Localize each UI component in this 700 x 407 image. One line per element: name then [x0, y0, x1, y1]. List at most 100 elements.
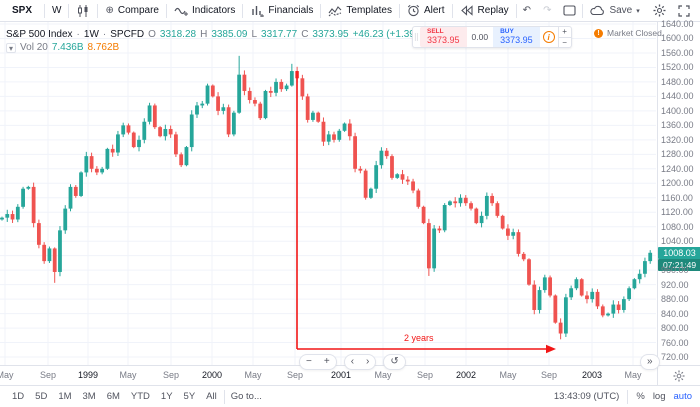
auto-scale-button[interactable]: auto: [673, 391, 693, 402]
time-tick-label: May: [624, 370, 642, 380]
range-button-6m[interactable]: 6M: [106, 391, 120, 402]
candle: [21, 188, 25, 207]
chevron-down-icon: ▾: [636, 7, 640, 15]
zoom-out-button[interactable]: −: [306, 356, 312, 367]
candle: [316, 112, 321, 122]
candle: [200, 103, 205, 106]
candle: [621, 299, 626, 310]
trading-info-button[interactable]: i: [540, 27, 558, 47]
candle: [606, 313, 610, 316]
candle: [174, 134, 178, 155]
sell-button[interactable]: SELL 3373.95: [420, 27, 467, 47]
percent-scale-button[interactable]: %: [636, 391, 645, 402]
stepper-minus-button[interactable]: −: [562, 37, 567, 47]
symbol-search-button[interactable]: SPX: [4, 0, 44, 21]
pan-pill: ‹ ›: [343, 354, 377, 370]
axis-settings-corner[interactable]: [657, 365, 700, 385]
range-button-all[interactable]: All: [206, 391, 217, 402]
price-tick-label: 1600.00: [661, 33, 694, 44]
reset-chart-button[interactable]: ↺: [390, 356, 399, 367]
chart-canvas[interactable]: 2 years: [0, 22, 656, 365]
redo-button[interactable]: ↷: [543, 5, 552, 16]
interval-button[interactable]: W: [45, 0, 68, 21]
scroll-to-recent-button[interactable]: »: [647, 356, 653, 367]
replay-label: Replay: [477, 5, 509, 16]
time-tick-label: Sep: [39, 370, 57, 380]
legend-collapse-button[interactable]: ▾: [6, 42, 17, 53]
candle: [263, 90, 268, 119]
price-axis[interactable]: 1008.03 07:21:49 1640.00 1600.00 1560.00 15…: [657, 19, 700, 365]
volume-indicator-label[interactable]: Vol 20: [20, 42, 48, 53]
candle: [210, 85, 215, 97]
drag-handle[interactable]: ⣿: [413, 34, 420, 41]
candle: [284, 85, 289, 90]
range-button-5d[interactable]: 5D: [35, 391, 48, 402]
screenshot-button[interactable]: [696, 0, 700, 21]
divider: [242, 3, 244, 18]
candle: [400, 174, 405, 180]
zoom-pill: − +: [299, 354, 337, 370]
replay-button[interactable]: Replay: [453, 0, 516, 21]
time-tick-label: 1999: [77, 370, 99, 380]
time-tick-label: May: [374, 370, 392, 380]
candle: [131, 132, 136, 148]
range-button-1m[interactable]: 1M: [58, 391, 72, 402]
compare-button[interactable]: ⊕ Compare: [98, 0, 166, 21]
candlestick-icon: [78, 4, 88, 17]
chart-style-button[interactable]: [69, 0, 97, 21]
price-tick-label: 1240.00: [661, 163, 694, 174]
open-value: 3318.28: [159, 29, 197, 40]
candle: [258, 103, 263, 119]
candle: [279, 81, 284, 90]
candle: [142, 121, 147, 140]
layout-button[interactable]: [557, 0, 582, 21]
financials-button[interactable]: Financials: [243, 0, 320, 21]
candle: [300, 78, 305, 97]
price-tick-label: 840.00: [661, 308, 689, 319]
candle: [332, 134, 336, 140]
candle: [527, 259, 531, 285]
candle: [432, 228, 437, 269]
candle: [152, 105, 157, 128]
legend-interval[interactable]: 1W: [83, 29, 99, 40]
clock-utc[interactable]: 13:43:09 (UTC): [553, 391, 620, 402]
legend: S&P 500 Index · 1W · SPCFD O 3318.28 H 3…: [6, 29, 428, 53]
pan-right-button[interactable]: ›: [366, 356, 370, 367]
high-value: 3385.09: [211, 29, 248, 40]
candle: [52, 248, 57, 272]
alert-button[interactable]: Alert: [400, 0, 452, 21]
indicators-button[interactable]: Indicators: [167, 0, 242, 21]
range-button-ytd[interactable]: YTD: [130, 391, 150, 402]
range-button-1d[interactable]: 1D: [12, 391, 25, 402]
candle: [126, 125, 131, 133]
top-toolbar: SPX W ⊕ Compare Indicators: [0, 0, 700, 22]
price-tick-label: 1040.00: [661, 236, 694, 247]
market-status[interactable]: ! Market Closed: [594, 28, 662, 38]
buy-button[interactable]: BUY 3373.95: [493, 27, 540, 47]
settings-button[interactable]: [647, 0, 672, 21]
candle: [84, 156, 89, 173]
templates-button[interactable]: Templates: [321, 0, 399, 21]
open-label: O: [148, 29, 156, 40]
candle: [305, 96, 310, 120]
candle: [600, 306, 605, 316]
range-button-3m[interactable]: 3M: [82, 391, 96, 402]
range-button-1y[interactable]: 1Y: [160, 391, 173, 402]
log-scale-button[interactable]: log: [652, 391, 666, 402]
goto-button[interactable]: Go to...: [230, 391, 262, 402]
stepper-plus-button[interactable]: +: [558, 27, 571, 38]
candle: [105, 148, 110, 169]
legend-symbol-title[interactable]: S&P 500 Index: [6, 29, 73, 40]
cloud-save-button[interactable]: Save ▾: [583, 0, 646, 21]
legend-exchange[interactable]: SPCFD: [110, 29, 145, 40]
zoom-in-button[interactable]: +: [323, 356, 330, 367]
candle: [421, 206, 426, 224]
fullscreen-button[interactable]: [672, 0, 696, 21]
undo-button[interactable]: ↶: [522, 5, 532, 16]
candle: [563, 297, 568, 334]
pan-left-button[interactable]: ‹: [350, 356, 355, 367]
candle: [490, 195, 495, 204]
alert-label: Alert: [423, 5, 445, 16]
range-button-5y[interactable]: 5Y: [183, 391, 196, 402]
trend-measure-drawing[interactable]: 2 years: [296, 71, 556, 354]
